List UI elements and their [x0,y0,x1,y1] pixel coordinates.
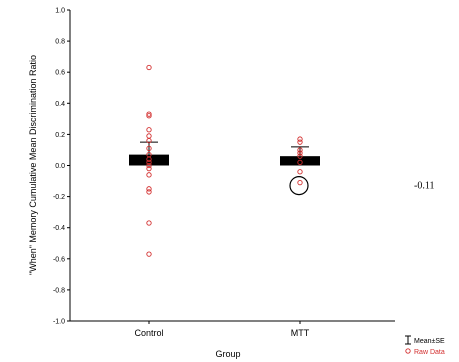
raw-data-point [297,139,303,145]
raw-data-point [297,169,303,175]
raw-data-point [146,186,152,192]
y-tick-label: -0.4 [53,225,65,232]
raw-data-point [297,136,303,142]
y-tick-label: 1.0 [55,8,65,15]
raw-data-points [146,64,303,257]
y-axis-title: "When" Memory Cumulative Mean Discrimina… [28,55,38,275]
raw-data-point [297,147,303,153]
bar-mtt [280,156,320,166]
legend-mean-se-label: Mean±SE [414,338,445,345]
raw-data-point [297,159,303,166]
x-axis-title: Group [215,349,240,359]
raw-data-point [297,150,303,156]
raw-data-point [146,189,152,195]
raw-data-point [146,111,152,117]
y-tick-label: -1.0 [53,319,65,326]
x-axis: Control MTT [70,320,395,338]
raw-data-point [146,127,152,133]
raw-data-point [146,251,152,257]
raw-data-point [146,145,152,152]
y-tick-label: -0.8 [53,287,65,294]
x-category-label: MTT [291,328,310,338]
raw-data-point [146,137,152,144]
y-tick-label: 0.6 [55,70,65,77]
raw-data-point [297,179,303,186]
y-tick-labels: 1.0 0.8 0.6 0.4 0.2 0.0 -0.2 -0.4 -0.6 -0.8 -1.0 [53,8,65,326]
y-tick-label: -0.6 [53,256,65,263]
y-tick-label: 0.0 [55,163,65,170]
raw-data-point [146,133,152,139]
raw-data-point [297,153,303,159]
raw-data-point [146,64,152,71]
raw-data-point [146,159,152,166]
legend: Mean±SE Raw Data [405,335,445,356]
legend-mean-se-icon [405,335,411,345]
y-tick-label: 0.4 [55,101,65,108]
bars [129,154,320,166]
raw-data-point [146,172,152,178]
x-category-label: Control [134,328,163,338]
y-tick-label: -0.2 [53,194,65,201]
outlier-annotation-label: -0.11 [414,181,434,192]
outlier-highlight-circle [289,176,309,196]
annotations: -0.11 [289,176,434,196]
y-tick-label: 0.2 [55,132,65,139]
y-axis [67,9,71,322]
error-bars [140,141,309,157]
raw-data-point [146,165,152,172]
raw-data-point [146,162,152,169]
raw-data-point [146,220,152,226]
y-tick-label: 0.8 [55,39,65,46]
raw-data-point [146,113,152,119]
raw-data-point [146,156,152,162]
legend-raw-data-label: Raw Data [414,349,445,356]
legend-raw-data-icon [405,348,411,354]
